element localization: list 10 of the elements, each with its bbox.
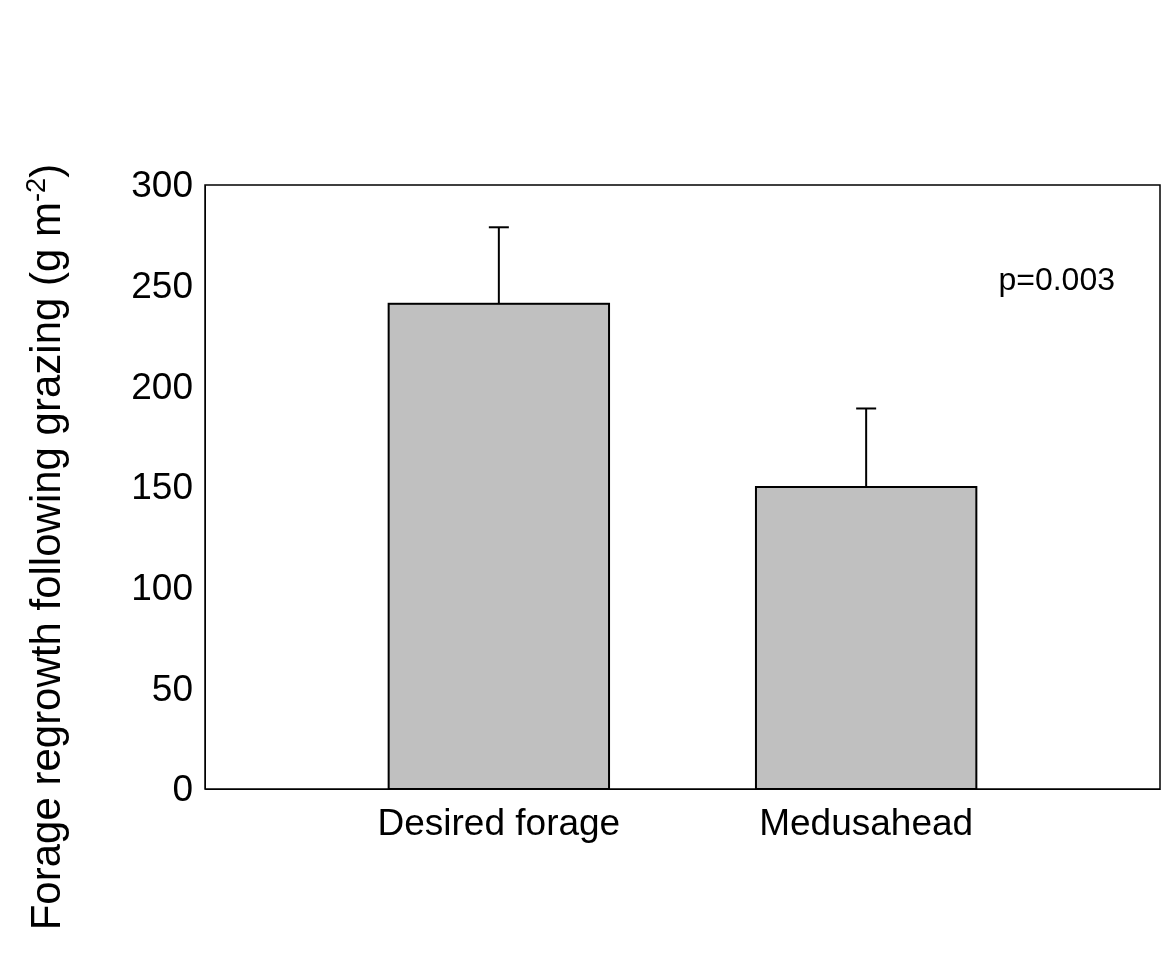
x-tick-label: Desired forage <box>377 802 621 844</box>
y-tick-label: 150 <box>131 466 193 508</box>
annotation: p=0.003 <box>998 261 1115 297</box>
x-tick-label: Medusahead <box>759 802 974 844</box>
y-tick-label: 0 <box>172 768 193 810</box>
y-tick-label: 200 <box>131 365 193 407</box>
y-tick-label: 50 <box>151 667 193 709</box>
y-tick-label: 100 <box>131 567 193 609</box>
y-tick-label: 250 <box>131 265 193 307</box>
y-tick-label: 300 <box>131 164 193 206</box>
